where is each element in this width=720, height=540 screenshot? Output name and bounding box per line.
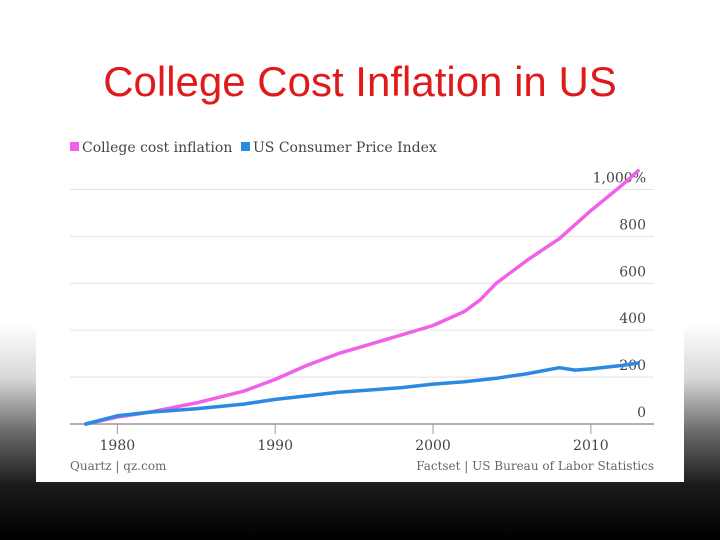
source-left: Quartz | qz.com <box>70 459 167 473</box>
cpi-line <box>84 361 640 426</box>
x-tick-label: 1980 <box>100 438 136 454</box>
chart-panel: 0 200 400 600 800 1,000% 1980 1990 2000 2010 Col… <box>36 126 684 482</box>
legend-swatch-cpi <box>241 142 250 151</box>
y-tick-label: 0 <box>637 405 646 421</box>
college-cost-line <box>84 168 640 426</box>
x-axis-ticks: 1980 1990 2000 2010 <box>100 424 609 454</box>
legend-label-college: College cost inflation <box>82 140 232 156</box>
legend: College cost inflation US Consumer Price… <box>70 140 437 156</box>
x-tick-label: 2000 <box>415 438 451 454</box>
x-tick-label: 1990 <box>257 438 293 454</box>
y-tick-label: 600 <box>619 264 646 280</box>
grid-lines <box>70 188 654 425</box>
series-lines <box>84 168 640 426</box>
source-right: Factset | US Bureau of Labor Statistics <box>416 459 654 473</box>
x-tick-label: 2010 <box>573 438 609 454</box>
legend-label-cpi: US Consumer Price Index <box>253 140 437 156</box>
slide-title: College Cost Inflation in US <box>103 58 617 105</box>
y-tick-label: 800 <box>619 217 646 233</box>
y-tick-label: 400 <box>619 311 646 327</box>
legend-swatch-college <box>70 142 79 151</box>
